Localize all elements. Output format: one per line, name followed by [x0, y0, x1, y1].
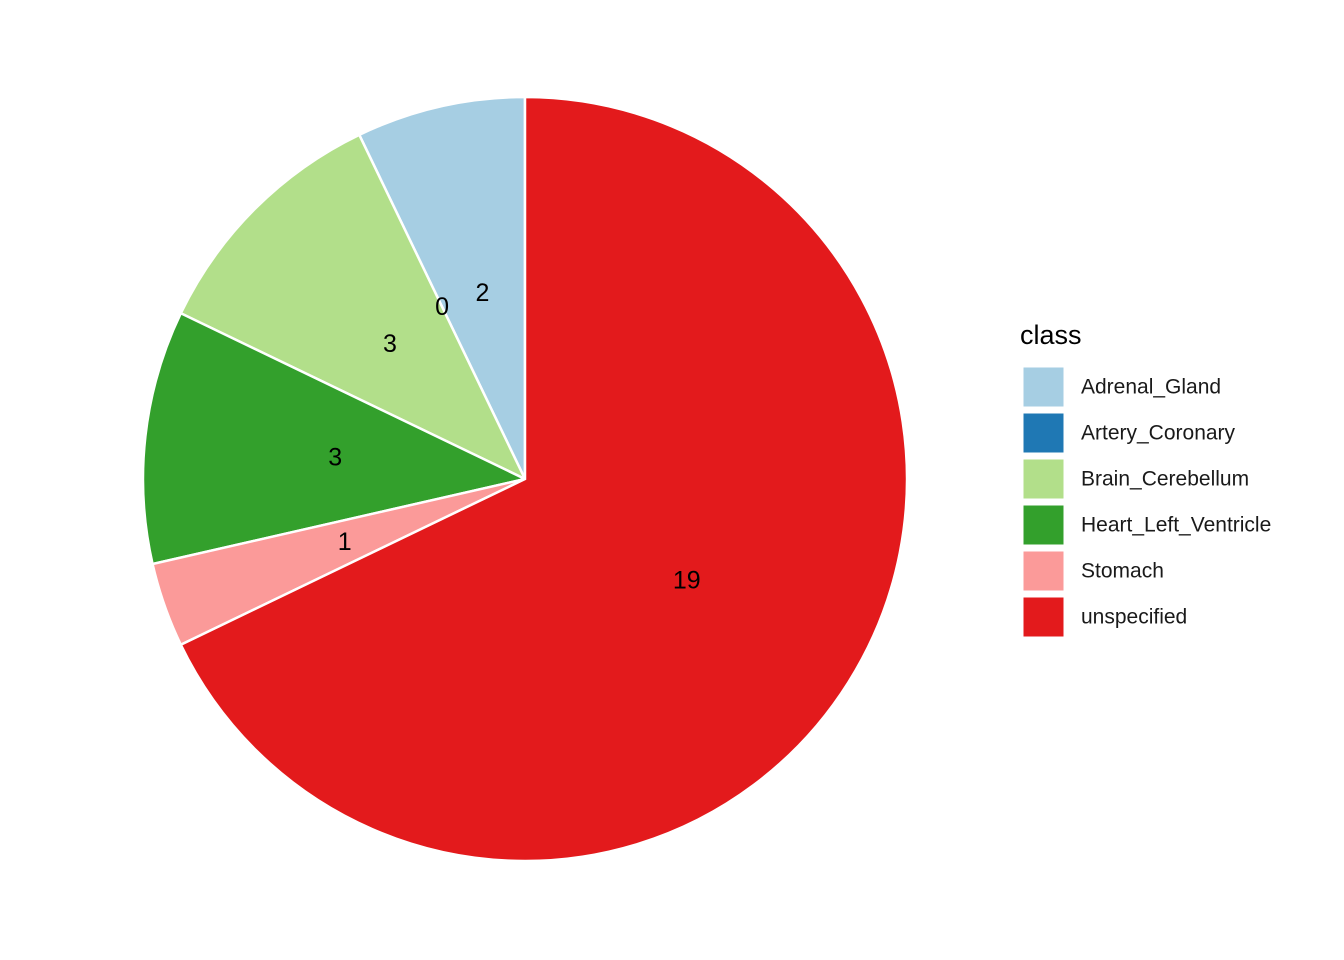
- legend-key-heart-left-ventricle: [1022, 504, 1065, 546]
- legend-label-brain-cerebellum: Brain_Cerebellum: [1081, 468, 1249, 491]
- slice-adrenal-gland: [357, 95, 527, 480]
- slice-brain-cerebellum: [179, 133, 528, 482]
- legend-key-unspecified: [1022, 596, 1065, 638]
- pie-slices: [141, 95, 909, 863]
- legend-key-stomach: [1022, 550, 1065, 592]
- legend-key-artery-coronary: [1022, 412, 1065, 454]
- legend-label-artery-coronary: Artery_Coronary: [1081, 422, 1236, 445]
- data-labels: 20 3 3 1 19: [328, 279, 700, 595]
- data-label-brain-cerebellum: 3: [383, 330, 397, 358]
- legend-label-unspecified: unspecified: [1081, 606, 1187, 629]
- legend-label-stomach: Stomach: [1081, 560, 1164, 583]
- legend-key-brain-cerebellum: [1022, 458, 1065, 500]
- data-label-unspecified: 19: [673, 567, 701, 595]
- data-label-heart-left-ventricle: 3: [328, 444, 342, 472]
- legend-title: class: [1020, 320, 1082, 350]
- data-label-stomach: 1: [338, 528, 352, 556]
- legend-label-adrenal-gland: Adrenal_Gland: [1081, 376, 1221, 399]
- data-label-artery-coronary: 0: [435, 293, 449, 321]
- legend: class Adrenal_Gland Artery_Coronary Brain_…: [1020, 320, 1271, 638]
- slice-unspecified: [179, 95, 909, 863]
- slice-heart-left-ventricle: [141, 311, 529, 566]
- data-label-adrenal-gland: 2: [476, 279, 490, 307]
- legend-key-adrenal-gland: [1022, 366, 1065, 408]
- legend-label-heart-left-ventricle: Heart_Left_Ventricle: [1081, 514, 1271, 537]
